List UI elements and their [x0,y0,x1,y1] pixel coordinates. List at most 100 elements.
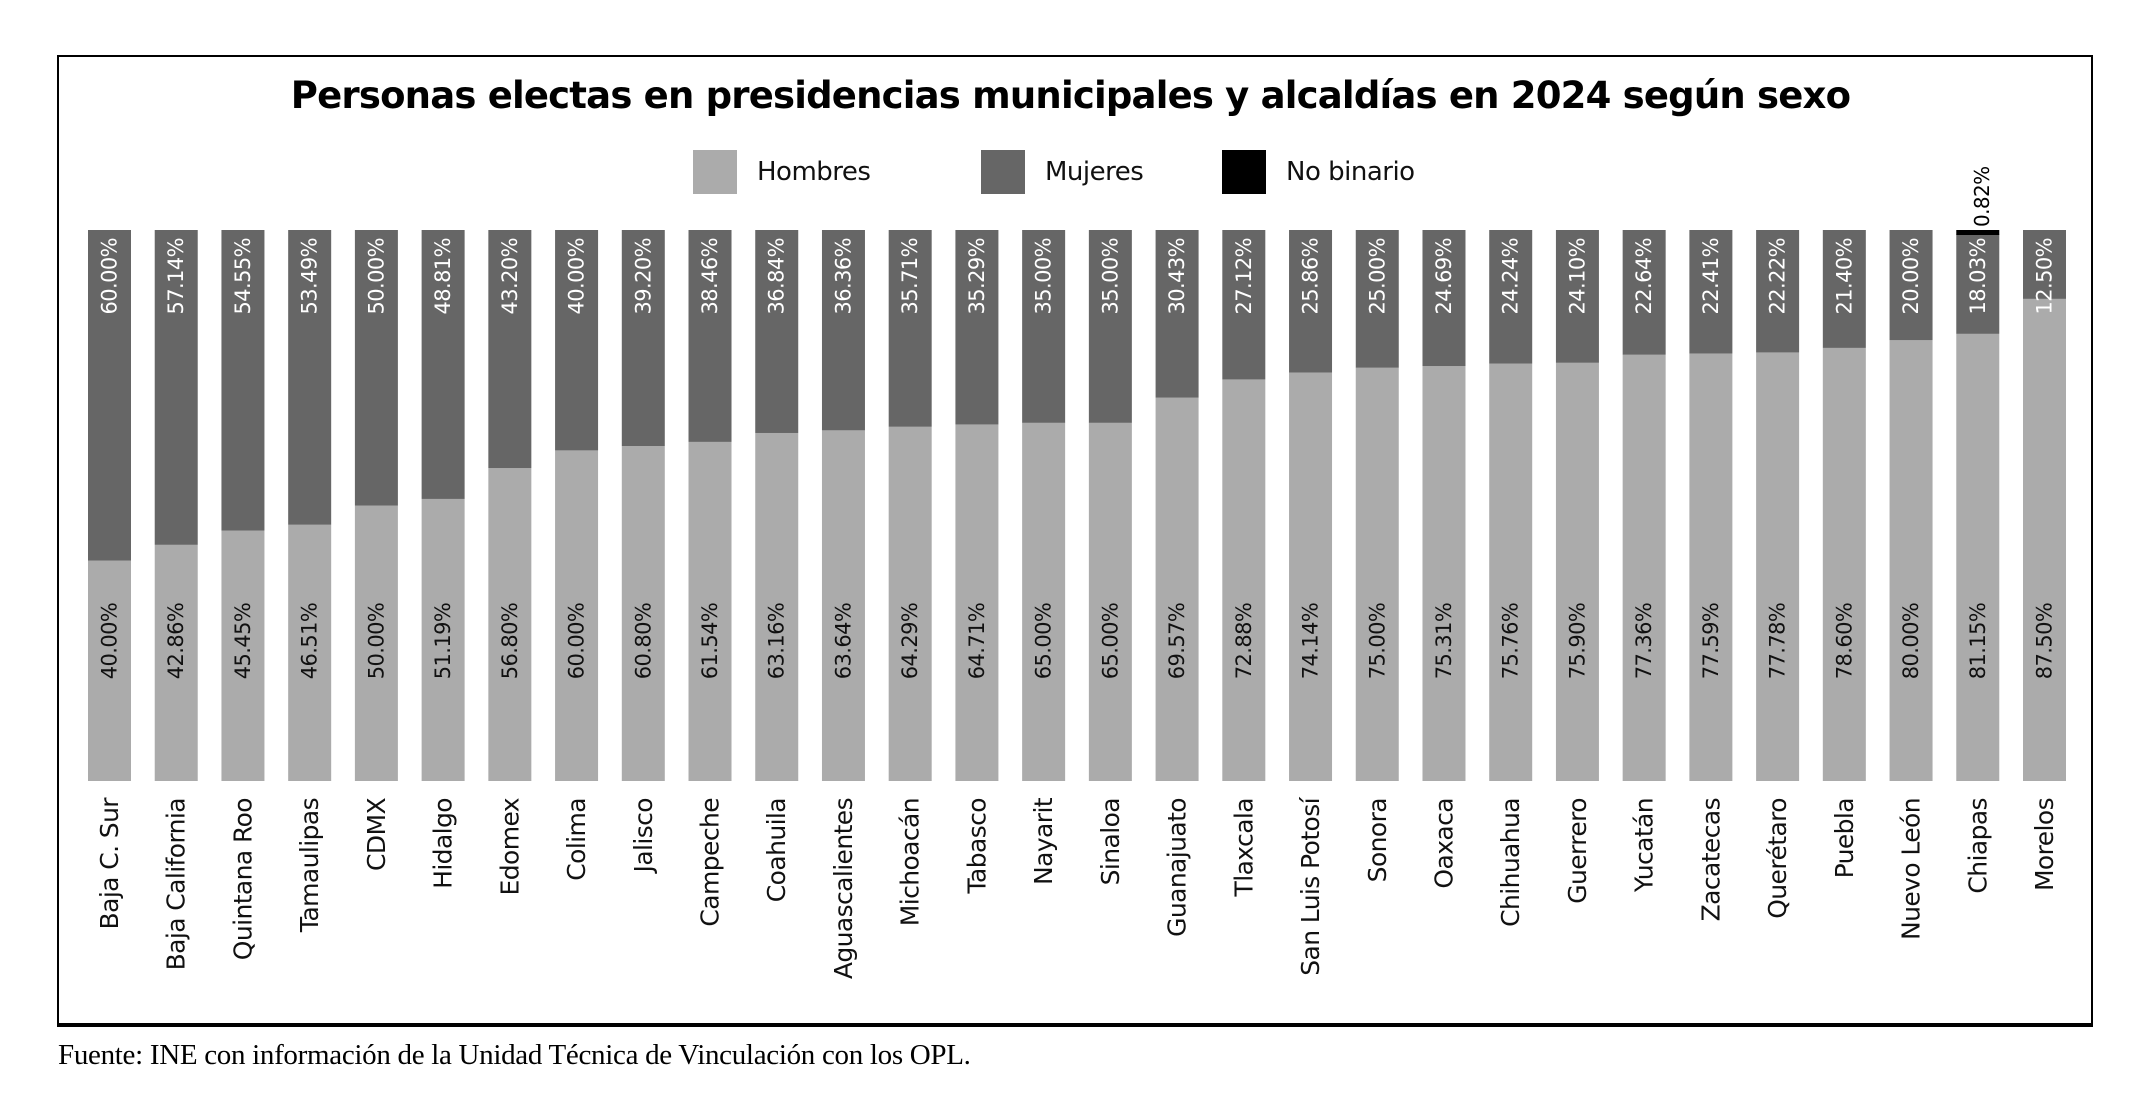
data-label-hombres-zacatecas: 77.59% [1699,603,1723,679]
category-label-sinaloa: Sinaloa [1096,798,1125,885]
bar-mujeres-morelos [2023,230,2066,299]
data-label-hombres-hidalgo: 51.19% [431,603,455,679]
bar-hombres-hidalgo [421,498,465,781]
bar-mujeres-cdmx [354,230,398,506]
category-label-guerrero: Guerrero [1563,798,1592,904]
bar-mujeres-tamaulipas [288,230,332,525]
bar-hombres-oaxaca [1422,366,1466,781]
category-label-chihuahua: Chihuahua [1496,798,1525,927]
category-label-michoacan: Michoacán [896,798,925,926]
bar-mujeres-sinaloa [1088,230,1132,423]
bar-hombres-baja-california [154,544,198,781]
data-label-mujeres-yucatan: 22.64% [1632,238,1656,314]
category-label-guanajuato: Guanajuato [1163,798,1192,937]
legend-item-hombres: Hombres [693,150,871,194]
data-label-hombres-tamaulipas: 46.51% [298,603,322,679]
category-label-sonora: Sonora [1363,798,1392,882]
bar-mujeres-guerrero [1555,230,1599,363]
bar-mujeres-aguascalientes [821,230,865,431]
bar-mujeres-queretaro [1756,230,1800,353]
category-label-nayarit: Nayarit [1029,797,1058,885]
bar-hombres-tlaxcala [1222,379,1266,781]
data-label-hombres-aguascalientes: 63.64% [831,603,855,679]
source-note: Fuente: INE con información de la Unidad… [58,1039,971,1071]
bar-hombres-baja-c-sur [88,560,131,781]
category-label-aguascalientes: Aguascalientes [829,798,858,979]
bar-mujeres-colima [555,230,599,451]
data-label-hombres-cdmx: 50.00% [364,603,388,679]
chart-frame [57,55,2093,1027]
bar-hombres-yucatan [1622,354,1666,781]
category-label-tamaulipas: Tamaulipas [295,798,324,933]
bar-hombres-zacatecas [1689,353,1733,781]
data-label-mujeres-coahuila: 36.84% [765,238,789,314]
category-label-coahuila: Coahuila [762,798,791,902]
bar-hombres-san-luis-potosi [1289,372,1333,781]
bar-hombres-nayarit [1022,422,1066,781]
data-label-mujeres-sonora: 25.00% [1365,238,1389,314]
bar-hombres-coahuila [755,432,799,781]
bar-mujeres-nuevo-leon [1889,230,1933,341]
legend-item-mujeres: Mujeres [981,150,1144,194]
category-label-baja-california: Baja California [162,798,191,970]
bar-hombres-guanajuato [1155,397,1199,781]
bar-hombres-nuevo-leon [1889,340,1933,781]
data-label-mujeres-chihuahua: 24.24% [1499,238,1523,314]
data-label-hombres-tabasco: 64.71% [965,603,989,679]
category-label-hidalgo: Hidalgo [429,798,458,889]
chart-title: Personas electas en presidencias municip… [290,74,1851,117]
category-label-baja-c-sur: Baja C. Sur [95,797,124,930]
category-label-puebla: Puebla [1830,798,1859,878]
data-label-mujeres-nuevo-leon: 20.00% [1899,238,1923,314]
bar-mujeres-hidalgo [421,230,465,499]
data-label-mujeres-aguascalientes: 36.36% [831,238,855,314]
data-label-mujeres-colima: 40.00% [565,238,589,314]
data-label-hombres-coahuila: 63.16% [765,603,789,679]
legend-swatch-no-binario [1222,150,1266,194]
bar-hombres-morelos [2023,298,2066,781]
legend-label-no-binario: No binario [1286,157,1415,187]
data-label-mujeres-edomex: 43.20% [498,238,522,314]
data-label-hombres-baja-california: 42.86% [164,603,188,679]
bar-mujeres-jalisco [621,230,665,446]
bar-mujeres-san-luis-potosi [1289,230,1333,373]
bar-hombres-jalisco [621,445,665,781]
category-label-jalisco: Jalisco [629,798,658,874]
data-label-mujeres-nayarit: 35.00% [1032,238,1056,314]
data-label-mujeres-campeche: 38.46% [698,238,722,314]
category-label-tabasco: Tabasco [962,798,991,895]
data-label-hombres-guerrero: 75.90% [1565,603,1589,679]
data-label-hombres-sonora: 75.00% [1365,603,1389,679]
bar-hombres-tamaulipas [288,524,332,781]
bar-hombres-michoacan [888,426,932,781]
bar-mujeres-nayarit [1022,230,1066,423]
category-label-edomex: Edomex [495,798,524,895]
data-label-hombres-oaxaca: 75.31% [1432,603,1456,679]
data-label-mujeres-sinaloa: 35.00% [1098,238,1122,314]
bar-hombres-cdmx [354,505,398,781]
bar-mujeres-campeche [688,230,732,442]
category-label-oaxaca: Oaxaca [1429,798,1458,889]
bar-mujeres-chiapas [1956,234,2000,334]
category-label-quintana-roo: Quintana Roo [228,798,257,960]
data-label-mujeres-san-luis-potosi: 25.86% [1299,238,1323,314]
data-label-hombres-colima: 60.00% [565,603,589,679]
bar-hombres-quintana-roo [221,530,265,781]
bar-mujeres-quintana-roo [221,230,265,531]
category-label-queretaro: Querétaro [1763,798,1792,919]
bar-hombres-sonora [1355,367,1399,781]
category-label-zacatecas: Zacatecas [1696,798,1725,921]
bar-mujeres-tlaxcala [1222,230,1266,380]
category-label-san-luis-potosi: San Luis Potosí [1296,796,1325,975]
bar-hombres-edomex [488,468,532,781]
data-label-mujeres-cdmx: 50.00% [364,238,388,314]
data-label-no-binario-chiapas: 0.82% [1970,166,1994,227]
data-label-hombres-edomex: 56.80% [498,603,522,679]
category-label-nuevo-leon: Nuevo León [1897,798,1926,940]
category-label-cdmx: CDMX [362,798,391,871]
data-label-hombres-campeche: 61.54% [698,603,722,679]
bar-mujeres-michoacan [888,230,932,427]
data-label-mujeres-guanajuato: 30.43% [1165,238,1189,314]
data-label-mujeres-michoacan: 35.71% [898,238,922,314]
